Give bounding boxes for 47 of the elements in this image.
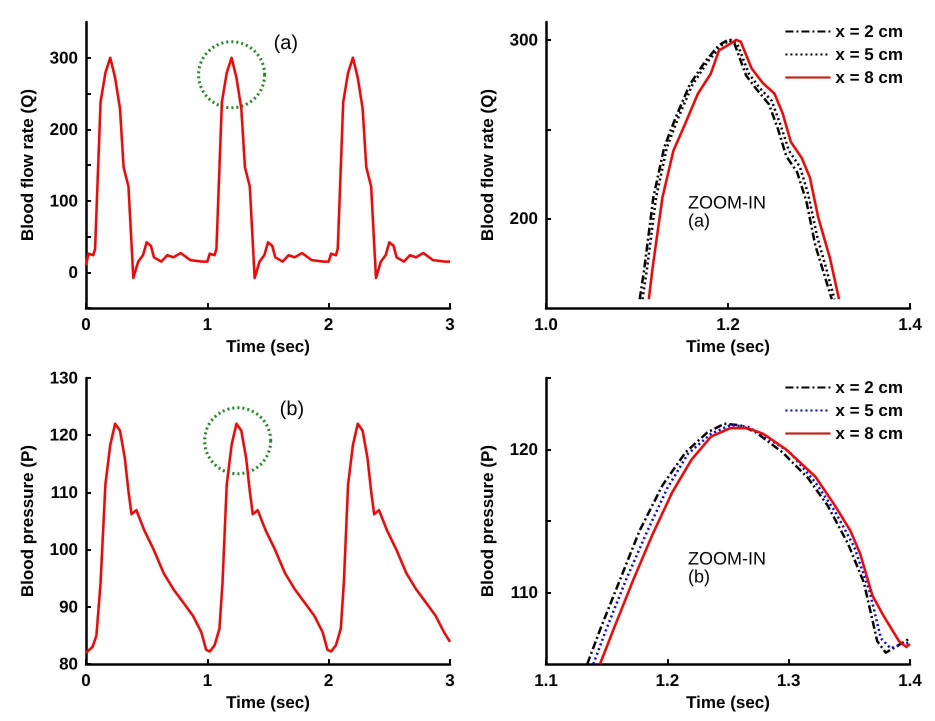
x-axis-title: Time (sec)	[686, 337, 770, 356]
x-tick-label: 1	[202, 671, 212, 690]
y-tick-label: 110	[510, 583, 538, 602]
x-tick-label: 1.4	[898, 315, 922, 334]
legend-label: x = 5 cm	[835, 401, 903, 420]
y-axis-title: Blood flow rate (Q)	[478, 89, 497, 242]
x-tick-label: 1.2	[716, 315, 740, 334]
legend-label: x = 2 cm	[835, 378, 903, 397]
y-tick-label: 90	[59, 597, 78, 616]
x-axis-title: Time (sec)	[226, 337, 310, 356]
y-tick-label: 300	[510, 30, 538, 50]
y-tick-label: 300	[50, 48, 78, 68]
y-tick-label: 120	[50, 426, 78, 445]
legend-label: x = 8 cm	[835, 68, 903, 87]
x-tick-label: 3	[445, 671, 455, 690]
y-tick-label: 200	[510, 209, 538, 228]
y-tick-label: 0	[68, 262, 78, 282]
x-tick-label: 1	[202, 315, 212, 334]
x-tick-label: 1.4	[898, 671, 922, 690]
annotation: ZOOM-IN (a)	[688, 192, 766, 231]
y-tick-label: 120	[510, 440, 538, 460]
y-tick-label: 110	[50, 482, 78, 502]
x-tick-label: 1.1	[534, 671, 558, 690]
annotation: ZOOM-IN (b)	[688, 548, 766, 587]
x-axis-title: Time (sec)	[686, 693, 770, 712]
x-tick-label: 1.2	[656, 671, 680, 690]
annotation: (b)	[280, 398, 304, 420]
y-axis-title: Blood flow rate (Q)	[18, 89, 37, 242]
legend-label: x = 8 cm	[835, 424, 903, 443]
y-axis-title: Blood pressure (P)	[478, 445, 497, 598]
x-tick-label: 1.0	[534, 315, 558, 334]
x-tick-label: 3	[445, 315, 455, 334]
legend-label: x = 5 cm	[835, 45, 903, 64]
y-tick-label: 80	[59, 654, 78, 674]
x-tick-label: 2	[324, 315, 334, 334]
x-tick-label: 2	[324, 671, 334, 690]
y-tick-label: 200	[50, 120, 78, 139]
x-axis-title: Time (sec)	[226, 693, 310, 712]
y-tick-label: 100	[50, 540, 78, 560]
annotation: (a)	[274, 32, 298, 54]
legend-label: x = 2 cm	[835, 22, 903, 41]
x-tick-label: 1.3	[776, 671, 800, 690]
x-tick-label: 0	[81, 315, 91, 334]
y-tick-label: 100	[50, 191, 78, 210]
y-tick-label: 130	[50, 368, 78, 388]
y-axis-title: Blood pressure (P)	[18, 445, 37, 598]
x-tick-label: 0	[81, 671, 91, 690]
